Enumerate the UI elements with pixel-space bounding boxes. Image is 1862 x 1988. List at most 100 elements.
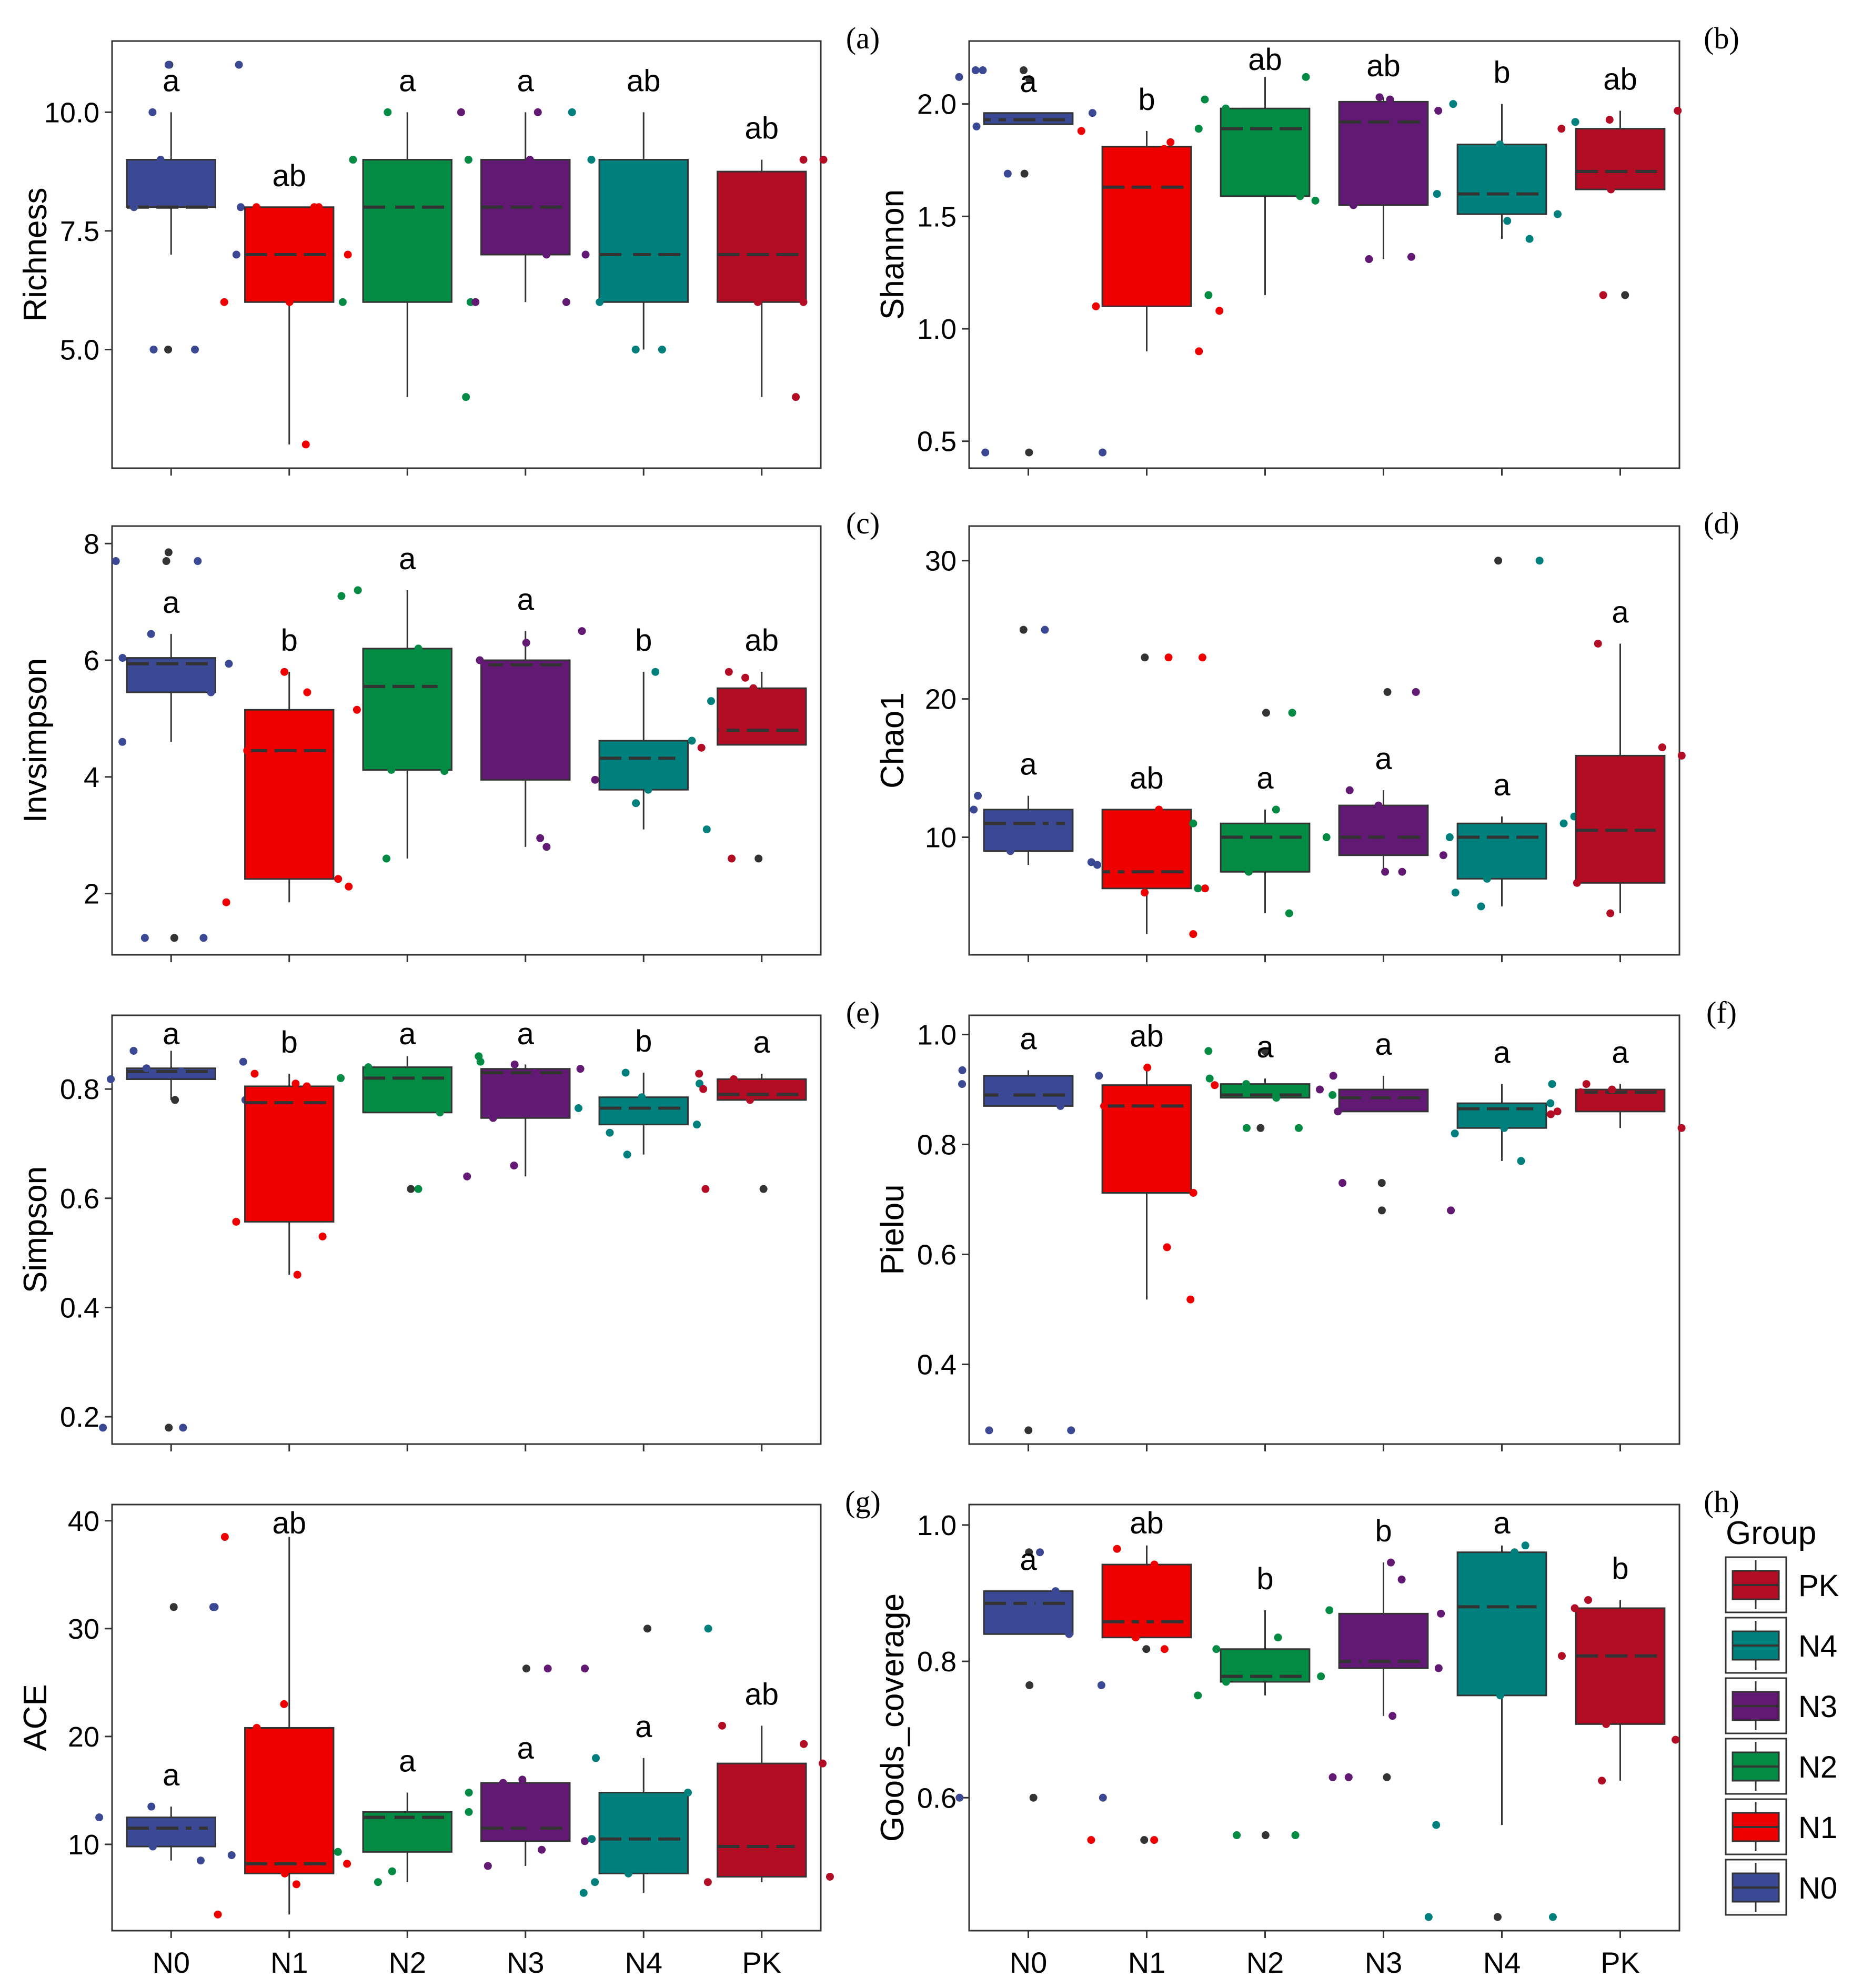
- data-point: [318, 1232, 327, 1240]
- data-point: [1056, 1102, 1065, 1110]
- data-point: [591, 1878, 599, 1886]
- data-point: [1546, 1099, 1555, 1107]
- panel-label: (a): [846, 21, 880, 55]
- y-axis-label: Chao1: [874, 692, 911, 789]
- data-point: [481, 661, 489, 669]
- data-point: [471, 298, 480, 306]
- data-point: [1594, 639, 1602, 648]
- data-point: [625, 250, 633, 259]
- data-point: [1447, 1206, 1455, 1215]
- data-point: [536, 834, 545, 842]
- data-point: [1163, 1243, 1171, 1252]
- data-point: [1517, 1157, 1525, 1165]
- data-point: [1328, 1091, 1337, 1099]
- outlier-point: [1024, 1426, 1033, 1435]
- data-point: [1099, 448, 1107, 457]
- data-point: [1160, 145, 1169, 153]
- y-axis-label: Shannon: [874, 189, 911, 320]
- data-point: [1233, 1831, 1241, 1840]
- data-point: [724, 668, 733, 676]
- plot-frame: [111, 40, 822, 469]
- legend-item-n1: N1: [1725, 1798, 1837, 1855]
- data-point: [280, 1869, 289, 1878]
- data-point: [623, 1151, 631, 1159]
- y-tick-label: 0.8: [917, 1646, 957, 1678]
- data-point: [353, 705, 361, 714]
- y-tick-label: 30: [68, 1613, 99, 1645]
- significance-letter: a: [753, 1025, 771, 1059]
- data-point: [227, 1851, 236, 1859]
- x-tick-label: N0: [152, 1946, 190, 1979]
- data-point: [1582, 1080, 1591, 1088]
- data-point: [1242, 1124, 1251, 1132]
- outlier-point: [522, 1664, 530, 1673]
- data-point: [1389, 118, 1397, 126]
- data-point: [631, 345, 640, 354]
- x-tick-label: PK: [742, 1946, 781, 1979]
- panel-label: (h): [1704, 1485, 1739, 1519]
- y-tick-label: 20: [68, 1721, 99, 1753]
- data-point: [794, 1842, 803, 1851]
- data-point: [1003, 169, 1012, 178]
- data-point: [1093, 861, 1102, 869]
- plot-frame: [968, 1503, 1680, 1932]
- data-point: [252, 203, 260, 211]
- legend-label: PK: [1798, 1569, 1839, 1603]
- x-tick-label: N4: [1483, 1946, 1521, 1979]
- data-point: [1141, 889, 1149, 897]
- significance-letter: a: [517, 1731, 535, 1765]
- significance-letter: a: [1020, 748, 1037, 782]
- legend-label: N2: [1798, 1750, 1837, 1784]
- data-point: [972, 122, 981, 130]
- data-point: [1573, 879, 1581, 887]
- data-point: [683, 1789, 692, 1797]
- significance-letter: a: [635, 1710, 652, 1744]
- data-point: [1608, 1085, 1616, 1094]
- x-tick-label: N3: [1365, 1946, 1403, 1979]
- significance-letter: a: [517, 583, 535, 617]
- data-point: [579, 1889, 588, 1897]
- data-point: [1433, 190, 1441, 198]
- data-point: [818, 1759, 827, 1768]
- data-point: [1212, 1645, 1221, 1653]
- significance-letter: ab: [1603, 62, 1637, 96]
- data-point: [1483, 874, 1491, 883]
- box-N3: [1338, 100, 1429, 206]
- y-tick-label: 20: [925, 684, 957, 715]
- data-point: [979, 66, 987, 75]
- data-point: [1160, 1645, 1169, 1653]
- box-N0: [126, 1067, 216, 1080]
- data-point: [388, 1867, 396, 1875]
- box-N2: [362, 159, 452, 303]
- data-point: [1244, 867, 1253, 876]
- data-point: [118, 654, 127, 662]
- data-point: [303, 688, 311, 697]
- outlier-point: [1377, 1179, 1386, 1187]
- data-point: [1150, 1836, 1159, 1844]
- data-point: [463, 1172, 471, 1180]
- data-point: [1097, 1681, 1105, 1689]
- data-point: [1451, 889, 1460, 897]
- panel-label: (c): [846, 506, 880, 540]
- data-point: [704, 1624, 712, 1633]
- significance-letter: ab: [744, 1677, 779, 1711]
- significance-letter: b: [1493, 56, 1510, 90]
- data-point: [1195, 347, 1203, 356]
- box-N4: [1456, 1102, 1547, 1129]
- data-point: [1536, 1602, 1545, 1611]
- box-N1: [244, 1727, 335, 1874]
- y-axis-label: Goods_coverage: [874, 1593, 911, 1842]
- data-point: [658, 345, 666, 354]
- data-point: [826, 1872, 834, 1881]
- data-point: [1605, 116, 1614, 124]
- data-point: [225, 660, 233, 668]
- data-point: [542, 843, 551, 851]
- data-point: [440, 767, 449, 775]
- data-point: [958, 1080, 967, 1088]
- box-N0: [983, 809, 1074, 852]
- data-point: [374, 1878, 382, 1886]
- data-point: [1503, 217, 1512, 225]
- data-point: [1110, 867, 1118, 876]
